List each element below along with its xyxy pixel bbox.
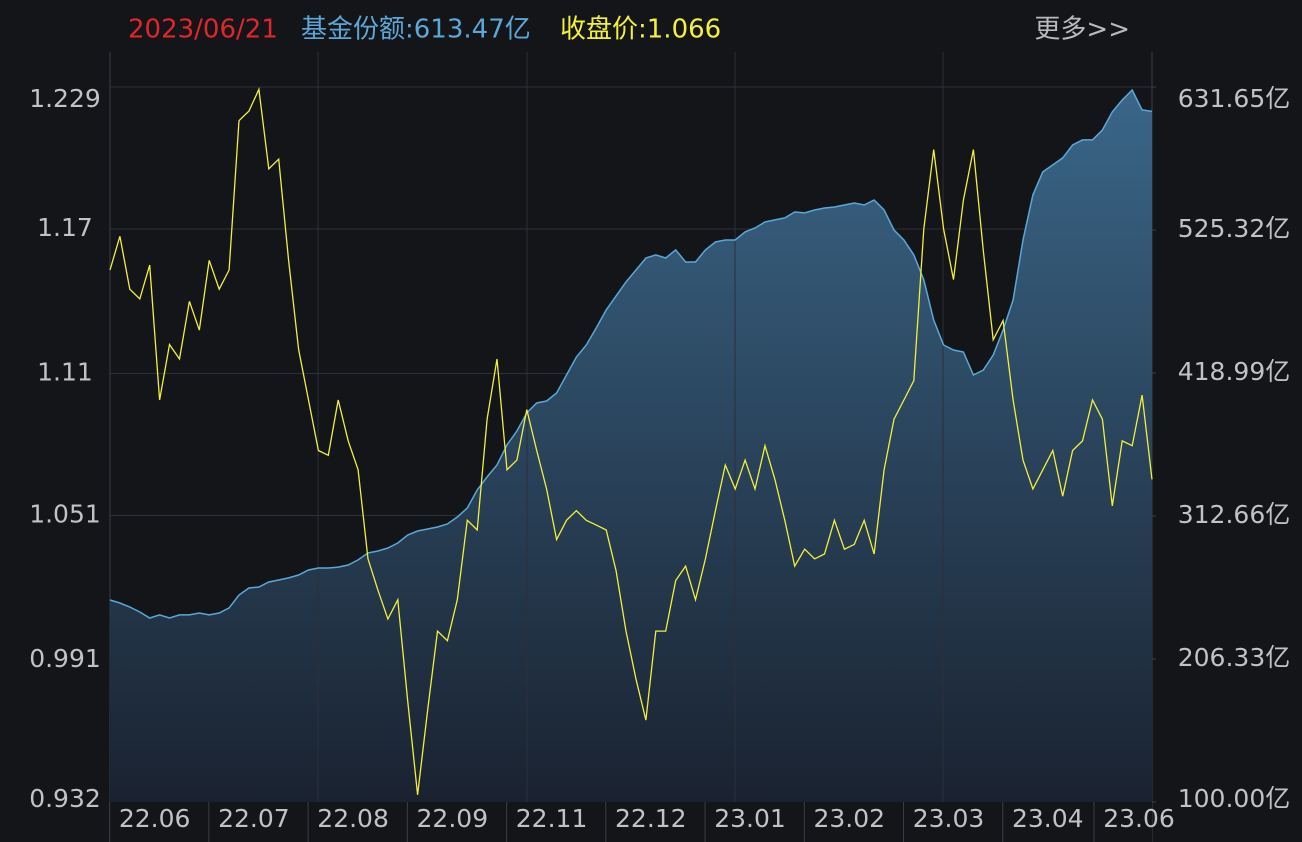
y2-tick-label: 100.00亿: [1178, 784, 1290, 813]
date: 2023/06/21: [128, 15, 278, 45]
y2-tick-label: 312.66亿: [1178, 500, 1290, 529]
x-tick-label: 23.01: [714, 804, 786, 833]
y-tick-label: 1.11: [37, 357, 93, 386]
x-tick-label: 22.06: [119, 804, 191, 833]
x-tick-label: 22.11: [516, 804, 588, 833]
x-tick-label: 23.06: [1103, 804, 1175, 833]
x-tick-label: 23.04: [1012, 804, 1084, 833]
legend-entry: 基金份额:613.47亿: [301, 15, 531, 45]
y2-tick-label: 418.99亿: [1178, 357, 1290, 386]
line: [109, 87, 1153, 795]
x-tick-label: 23.02: [813, 804, 885, 833]
x-tick-label: 23.03: [913, 804, 985, 833]
y-tick-label: 0.932: [29, 784, 101, 813]
x-tick-label: 22.12: [615, 804, 687, 833]
area: [110, 90, 1152, 802]
more-link[interactable]: 更多>>: [1034, 15, 1130, 45]
y-tick-label: 1.051: [29, 500, 101, 529]
x-axis-band: [110, 802, 1152, 842]
line: [109, 88, 1153, 619]
x-tick-label: 22.07: [218, 804, 290, 833]
vertical-grid: [317, 52, 944, 802]
y2-tick-label: 206.33亿: [1178, 643, 1290, 672]
y2-tick-label: 631.65亿: [1178, 84, 1290, 113]
legend-entry: 收盘价:1.066: [560, 15, 721, 45]
y-tick-label: 1.17: [37, 213, 93, 242]
y-tick-label: 0.991: [29, 644, 101, 673]
y2-tick-label: 525.32亿: [1178, 214, 1290, 243]
x-tick-label: 22.08: [317, 804, 389, 833]
x-tick-label: 22.09: [417, 804, 489, 833]
y-tick-label: 1.229: [29, 84, 101, 113]
